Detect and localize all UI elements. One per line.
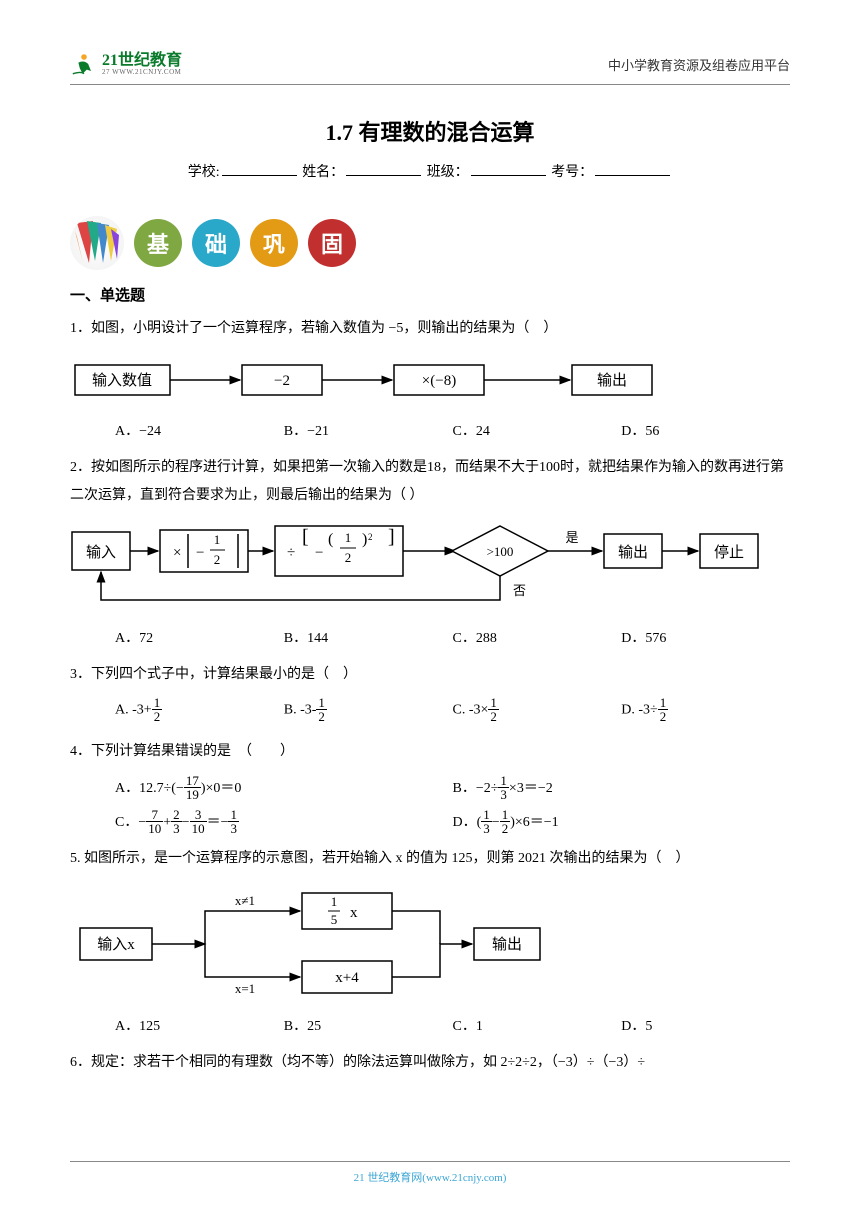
flowchart-q5: 输入x x≠1 x=1 1 5 x x+4 输出: [70, 883, 790, 1003]
logo-text: 21世纪教育: [102, 53, 182, 69]
svg-text:÷: ÷: [287, 545, 295, 561]
badge-ji: 基: [134, 219, 182, 267]
question-3: 3．下列四个式子中，计算结果最小的是（ ）: [70, 661, 790, 689]
svg-text:否: 否: [513, 583, 526, 598]
q4-opt-c[interactable]: C．−710+23−310＝−13: [115, 806, 453, 840]
svg-text:×: ×: [173, 545, 181, 561]
svg-text:−2: −2: [274, 373, 290, 389]
blank-name[interactable]: [346, 175, 421, 176]
flowchart-q1: 输入数值 −2 ×(−8) 输出: [70, 353, 790, 408]
blank-school[interactable]: [222, 175, 297, 176]
svg-text:停止: 停止: [714, 544, 744, 561]
svg-text:输出: 输出: [618, 544, 648, 561]
svg-text:1: 1: [331, 894, 338, 909]
q4-opt-a[interactable]: A．12.7÷(−1719)×0＝0: [115, 772, 453, 806]
svg-text:>100: >100: [487, 544, 514, 559]
svg-text:x≠1: x≠1: [235, 893, 255, 908]
flowchart-q2: 输入 × − 1 2 ÷ [] − () 1 2 2 >100 是 输出 停止 否: [70, 520, 790, 615]
q2-options: A．72 B．144 C．288 D．576: [70, 627, 790, 647]
svg-text:x=1: x=1: [235, 981, 255, 996]
svg-text:输出: 输出: [597, 372, 627, 389]
header-subtitle: 中小学教育资源及组卷应用平台: [608, 55, 790, 74]
svg-text:): ): [362, 531, 367, 548]
q4-opt-b[interactable]: B．−2÷13×3＝−2: [453, 772, 791, 806]
q5-opt-d[interactable]: D．5: [621, 1015, 790, 1035]
badge-chu: 础: [192, 219, 240, 267]
q4-opt-d[interactable]: D．(13−12)×6＝−1: [453, 806, 791, 840]
student-info-line: 学校: 姓名： 班级： 考号：: [70, 161, 790, 181]
q2-opt-b[interactable]: B．144: [284, 627, 453, 647]
svg-text:输入数值: 输入数值: [92, 372, 152, 389]
svg-text:2: 2: [345, 550, 352, 565]
footer-text: 21 世纪教育网(www.21cnjy.com): [354, 1172, 507, 1184]
badge-gong: 巩: [250, 219, 298, 267]
q2-opt-c[interactable]: C．288: [453, 627, 622, 647]
q5-opt-a[interactable]: A．125: [115, 1015, 284, 1035]
svg-text:2: 2: [214, 552, 221, 567]
badge-gu: 固: [308, 219, 356, 267]
label-school: 学校:: [188, 165, 220, 180]
q3-opt-c[interactable]: C. -3×12: [453, 697, 622, 724]
q3-opt-b[interactable]: B. -3-12: [284, 697, 453, 724]
page-title: 1.7 有理数的混合运算: [70, 115, 790, 147]
question-6: 6．规定：求若干个相同的有理数（均不等）的除法运算叫做除方，如 2÷2÷2，（−…: [70, 1049, 790, 1077]
q2-opt-a[interactable]: A．72: [115, 627, 284, 647]
q1-opt-b[interactable]: B．−21: [284, 420, 453, 440]
svg-text:x+4: x+4: [335, 970, 359, 986]
q2-opt-d[interactable]: D．576: [621, 627, 790, 647]
section-heading: 一、单选题: [70, 284, 790, 305]
q3-options: A. -3+12 B. -3-12 C. -3×12 D. -3÷12: [70, 697, 790, 724]
label-class: 班级：: [427, 165, 469, 180]
section-badge-row: 基 础 巩 固: [70, 216, 790, 270]
svg-text:]: ]: [388, 526, 395, 548]
footer-divider: [70, 1161, 790, 1162]
question-1: 1．如图，小明设计了一个运算程序，若输入数值为 −5，则输出的结果为（ ）: [70, 315, 790, 343]
header-divider: [70, 84, 790, 85]
svg-text:1: 1: [214, 532, 221, 547]
label-name: 姓名：: [302, 165, 344, 180]
svg-text:−: −: [196, 545, 204, 561]
logo: 21世纪教育 27 WWW.21CNJY.COM: [70, 50, 182, 78]
question-2: 2．按如图所示的程序进行计算，如果把第一次输入的数是18，而结果不大于100时，…: [70, 454, 790, 510]
svg-text:(: (: [328, 531, 333, 548]
svg-text:[: [: [302, 526, 309, 548]
svg-text:x: x: [350, 905, 358, 921]
question-4: 4．下列计算结果错误的是 （ ）: [70, 738, 790, 766]
svg-text:输入x: 输入x: [97, 936, 135, 953]
question-5: 5. 如图所示，是一个运算程序的示意图，若开始输入 x 的值为 125，则第 2…: [70, 845, 790, 873]
logo-runner-icon: [70, 50, 98, 78]
pencil-icon: [70, 216, 124, 270]
q5-opt-c[interactable]: C．1: [453, 1015, 622, 1035]
q1-opt-a[interactable]: A．−24: [115, 420, 284, 440]
blank-class[interactable]: [471, 175, 546, 176]
q1-options: A．−24 B．−21 C．24 D．56: [70, 420, 790, 440]
svg-text:1: 1: [345, 530, 352, 545]
svg-text:输入: 输入: [86, 544, 116, 561]
q3-opt-a[interactable]: A. -3+12: [115, 697, 284, 724]
q1-opt-d[interactable]: D．56: [621, 420, 790, 440]
svg-text:是: 是: [565, 530, 578, 545]
svg-text:5: 5: [331, 912, 338, 927]
q3-opt-d[interactable]: D. -3÷12: [621, 697, 790, 724]
svg-text:输出: 输出: [492, 936, 522, 953]
blank-examno[interactable]: [595, 175, 670, 176]
label-examno: 考号：: [551, 165, 593, 180]
svg-text:−: −: [315, 545, 323, 561]
page-footer: 21 世纪教育网(www.21cnjy.com): [0, 1161, 860, 1186]
q5-opt-b[interactable]: B．25: [284, 1015, 453, 1035]
page-header: 21世纪教育 27 WWW.21CNJY.COM 中小学教育资源及组卷应用平台: [70, 50, 790, 78]
q5-options: A．125 B．25 C．1 D．5: [70, 1015, 790, 1035]
svg-text:2: 2: [368, 532, 373, 542]
svg-text:×(−8): ×(−8): [422, 373, 456, 389]
logo-subtext: 27 WWW.21CNJY.COM: [102, 69, 182, 76]
q4-options: A．12.7÷(−1719)×0＝0 B．−2÷13×3＝−2 C．−710+2…: [70, 772, 790, 839]
q1-opt-c[interactable]: C．24: [453, 420, 622, 440]
